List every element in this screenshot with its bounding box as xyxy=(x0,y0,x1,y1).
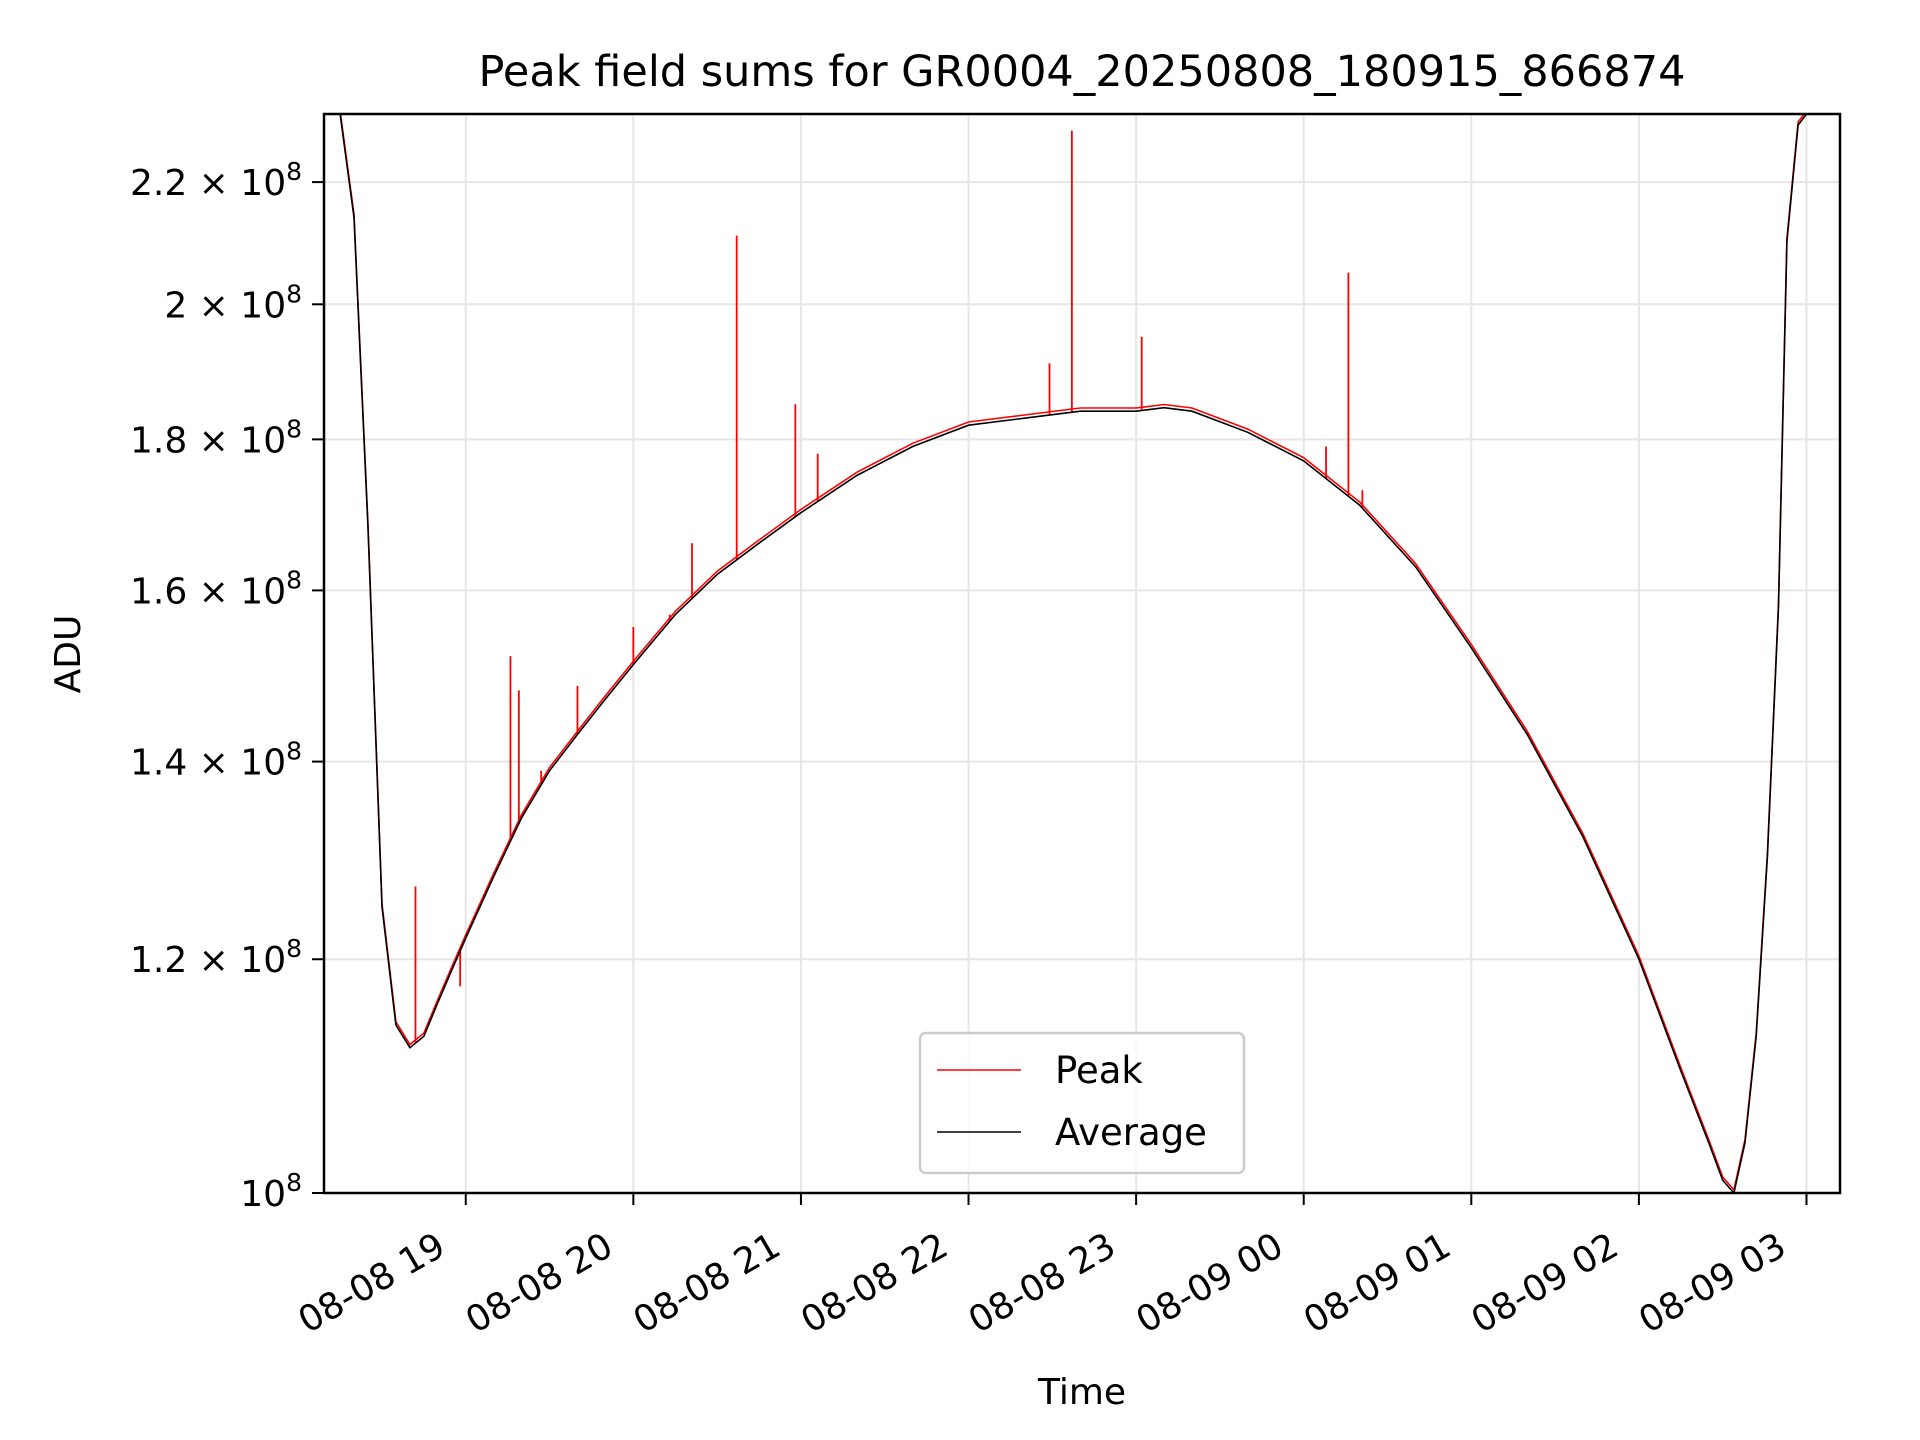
y-tick-label: 1.8 × 108 xyxy=(130,414,302,461)
grid xyxy=(324,114,1840,1194)
y-tick-times: × 10 xyxy=(187,743,286,784)
x-tick-label: 08-09 02 xyxy=(1465,1225,1626,1341)
y-tick-base: 10 xyxy=(240,1174,286,1215)
x-axis: 08-08 19 08-08 20 08-08 21 08-08 22 08-08 23… xyxy=(292,1193,1808,1342)
y-tick-label: 1.2 × 108 xyxy=(130,934,302,981)
y-tick-label: 108 xyxy=(240,1168,302,1215)
y-axis-label: ADU xyxy=(48,615,89,694)
y-tick-times: × 10 xyxy=(187,571,286,612)
x-tick-label: 08-08 19 xyxy=(292,1225,453,1341)
y-tick-times: × 10 xyxy=(187,940,286,981)
legend: Peak Average xyxy=(918,1031,1246,1175)
y-tick-label: 2.2 × 108 xyxy=(130,157,302,204)
y-tick-label: 1.6 × 108 xyxy=(130,565,302,612)
y-tick-exponent: 8 xyxy=(286,1168,302,1197)
y-tick-mantissa: 2 xyxy=(164,285,187,326)
y-tick-label: 1.4 × 108 xyxy=(130,737,302,784)
legend-label-peak: Peak xyxy=(1055,1049,1143,1092)
y-tick-mantissa: 1.8 xyxy=(130,420,187,461)
y-tick-exponent: 8 xyxy=(286,737,302,766)
x-tick-label: 08-08 23 xyxy=(962,1225,1123,1341)
plot-frame xyxy=(322,112,1842,1195)
legend-label-average: Average xyxy=(1055,1111,1207,1154)
y-tick-times: × 10 xyxy=(187,420,286,461)
peak-series-line xyxy=(339,114,1806,1192)
y-tick-times: × 10 xyxy=(187,163,286,204)
y-tick-exponent: 8 xyxy=(286,565,302,594)
x-tick-label: 08-08 21 xyxy=(627,1225,788,1341)
x-tick-label: 08-09 03 xyxy=(1632,1225,1793,1341)
x-tick-label: 08-08 20 xyxy=(459,1225,620,1341)
average-series-line xyxy=(324,114,1808,1193)
chart-title: Peak field sums for GR0004_20250808_1809… xyxy=(479,47,1686,97)
y-tick-exponent: 8 xyxy=(286,414,302,443)
y-tick-exponent: 8 xyxy=(286,157,302,186)
y-tick-mantissa: 1.4 xyxy=(130,743,187,784)
y-tick-label: 2 × 108 xyxy=(164,279,302,326)
y-tick-exponent: 8 xyxy=(286,279,302,308)
y-tick-mantissa: 2.2 xyxy=(130,163,187,204)
x-tick-label: 08-09 01 xyxy=(1297,1225,1458,1341)
x-tick-label: 08-08 22 xyxy=(794,1225,955,1341)
y-tick-times: × 10 xyxy=(187,285,286,326)
x-axis-label: Time xyxy=(1037,1372,1126,1413)
y-tick-exponent: 8 xyxy=(286,934,302,963)
y-tick-mantissa: 1.2 xyxy=(130,940,187,981)
legend-frame xyxy=(918,1031,1246,1175)
x-tick-label: 08-09 00 xyxy=(1130,1225,1291,1341)
y-tick-mantissa: 1.6 xyxy=(130,571,187,612)
plot-area xyxy=(324,114,1808,1193)
